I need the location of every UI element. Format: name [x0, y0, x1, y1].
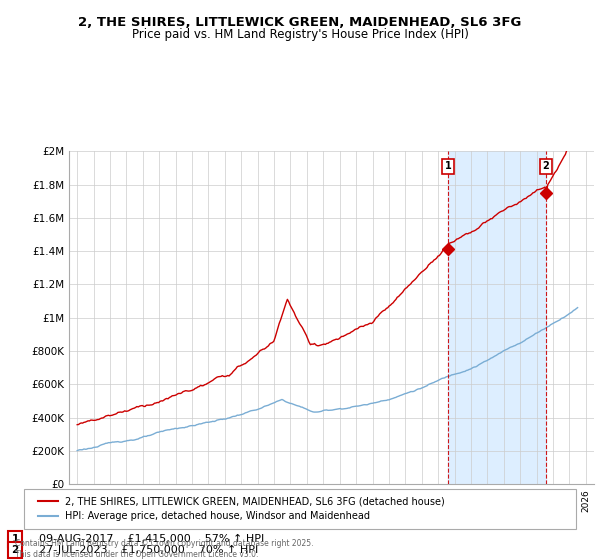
- Text: 2, THE SHIRES, LITTLEWICK GREEN, MAIDENHEAD, SL6 3FG: 2, THE SHIRES, LITTLEWICK GREEN, MAIDENH…: [79, 16, 521, 29]
- FancyBboxPatch shape: [24, 489, 576, 529]
- Text: Contains HM Land Registry data © Crown copyright and database right 2025.
This d: Contains HM Land Registry data © Crown c…: [15, 539, 314, 559]
- Bar: [448, 151, 546, 484]
- Text: Price paid vs. HM Land Registry's House Price Index (HPI): Price paid vs. HM Land Registry's House …: [131, 28, 469, 41]
- Text: 2: 2: [543, 161, 550, 171]
- Text: 09-AUG-2017    £1,415,000    57% ↑ HPI: 09-AUG-2017 £1,415,000 57% ↑ HPI: [39, 534, 264, 544]
- Text: 2: 2: [11, 545, 19, 555]
- Text: 27-JUL-2023    £1,750,000    70% ↑ HPI: 27-JUL-2023 £1,750,000 70% ↑ HPI: [39, 545, 258, 555]
- Legend: 2, THE SHIRES, LITTLEWICK GREEN, MAIDENHEAD, SL6 3FG (detached house), HPI: Aver: 2, THE SHIRES, LITTLEWICK GREEN, MAIDENH…: [34, 493, 449, 525]
- Text: 1: 1: [11, 534, 19, 544]
- Text: 1: 1: [445, 161, 451, 171]
